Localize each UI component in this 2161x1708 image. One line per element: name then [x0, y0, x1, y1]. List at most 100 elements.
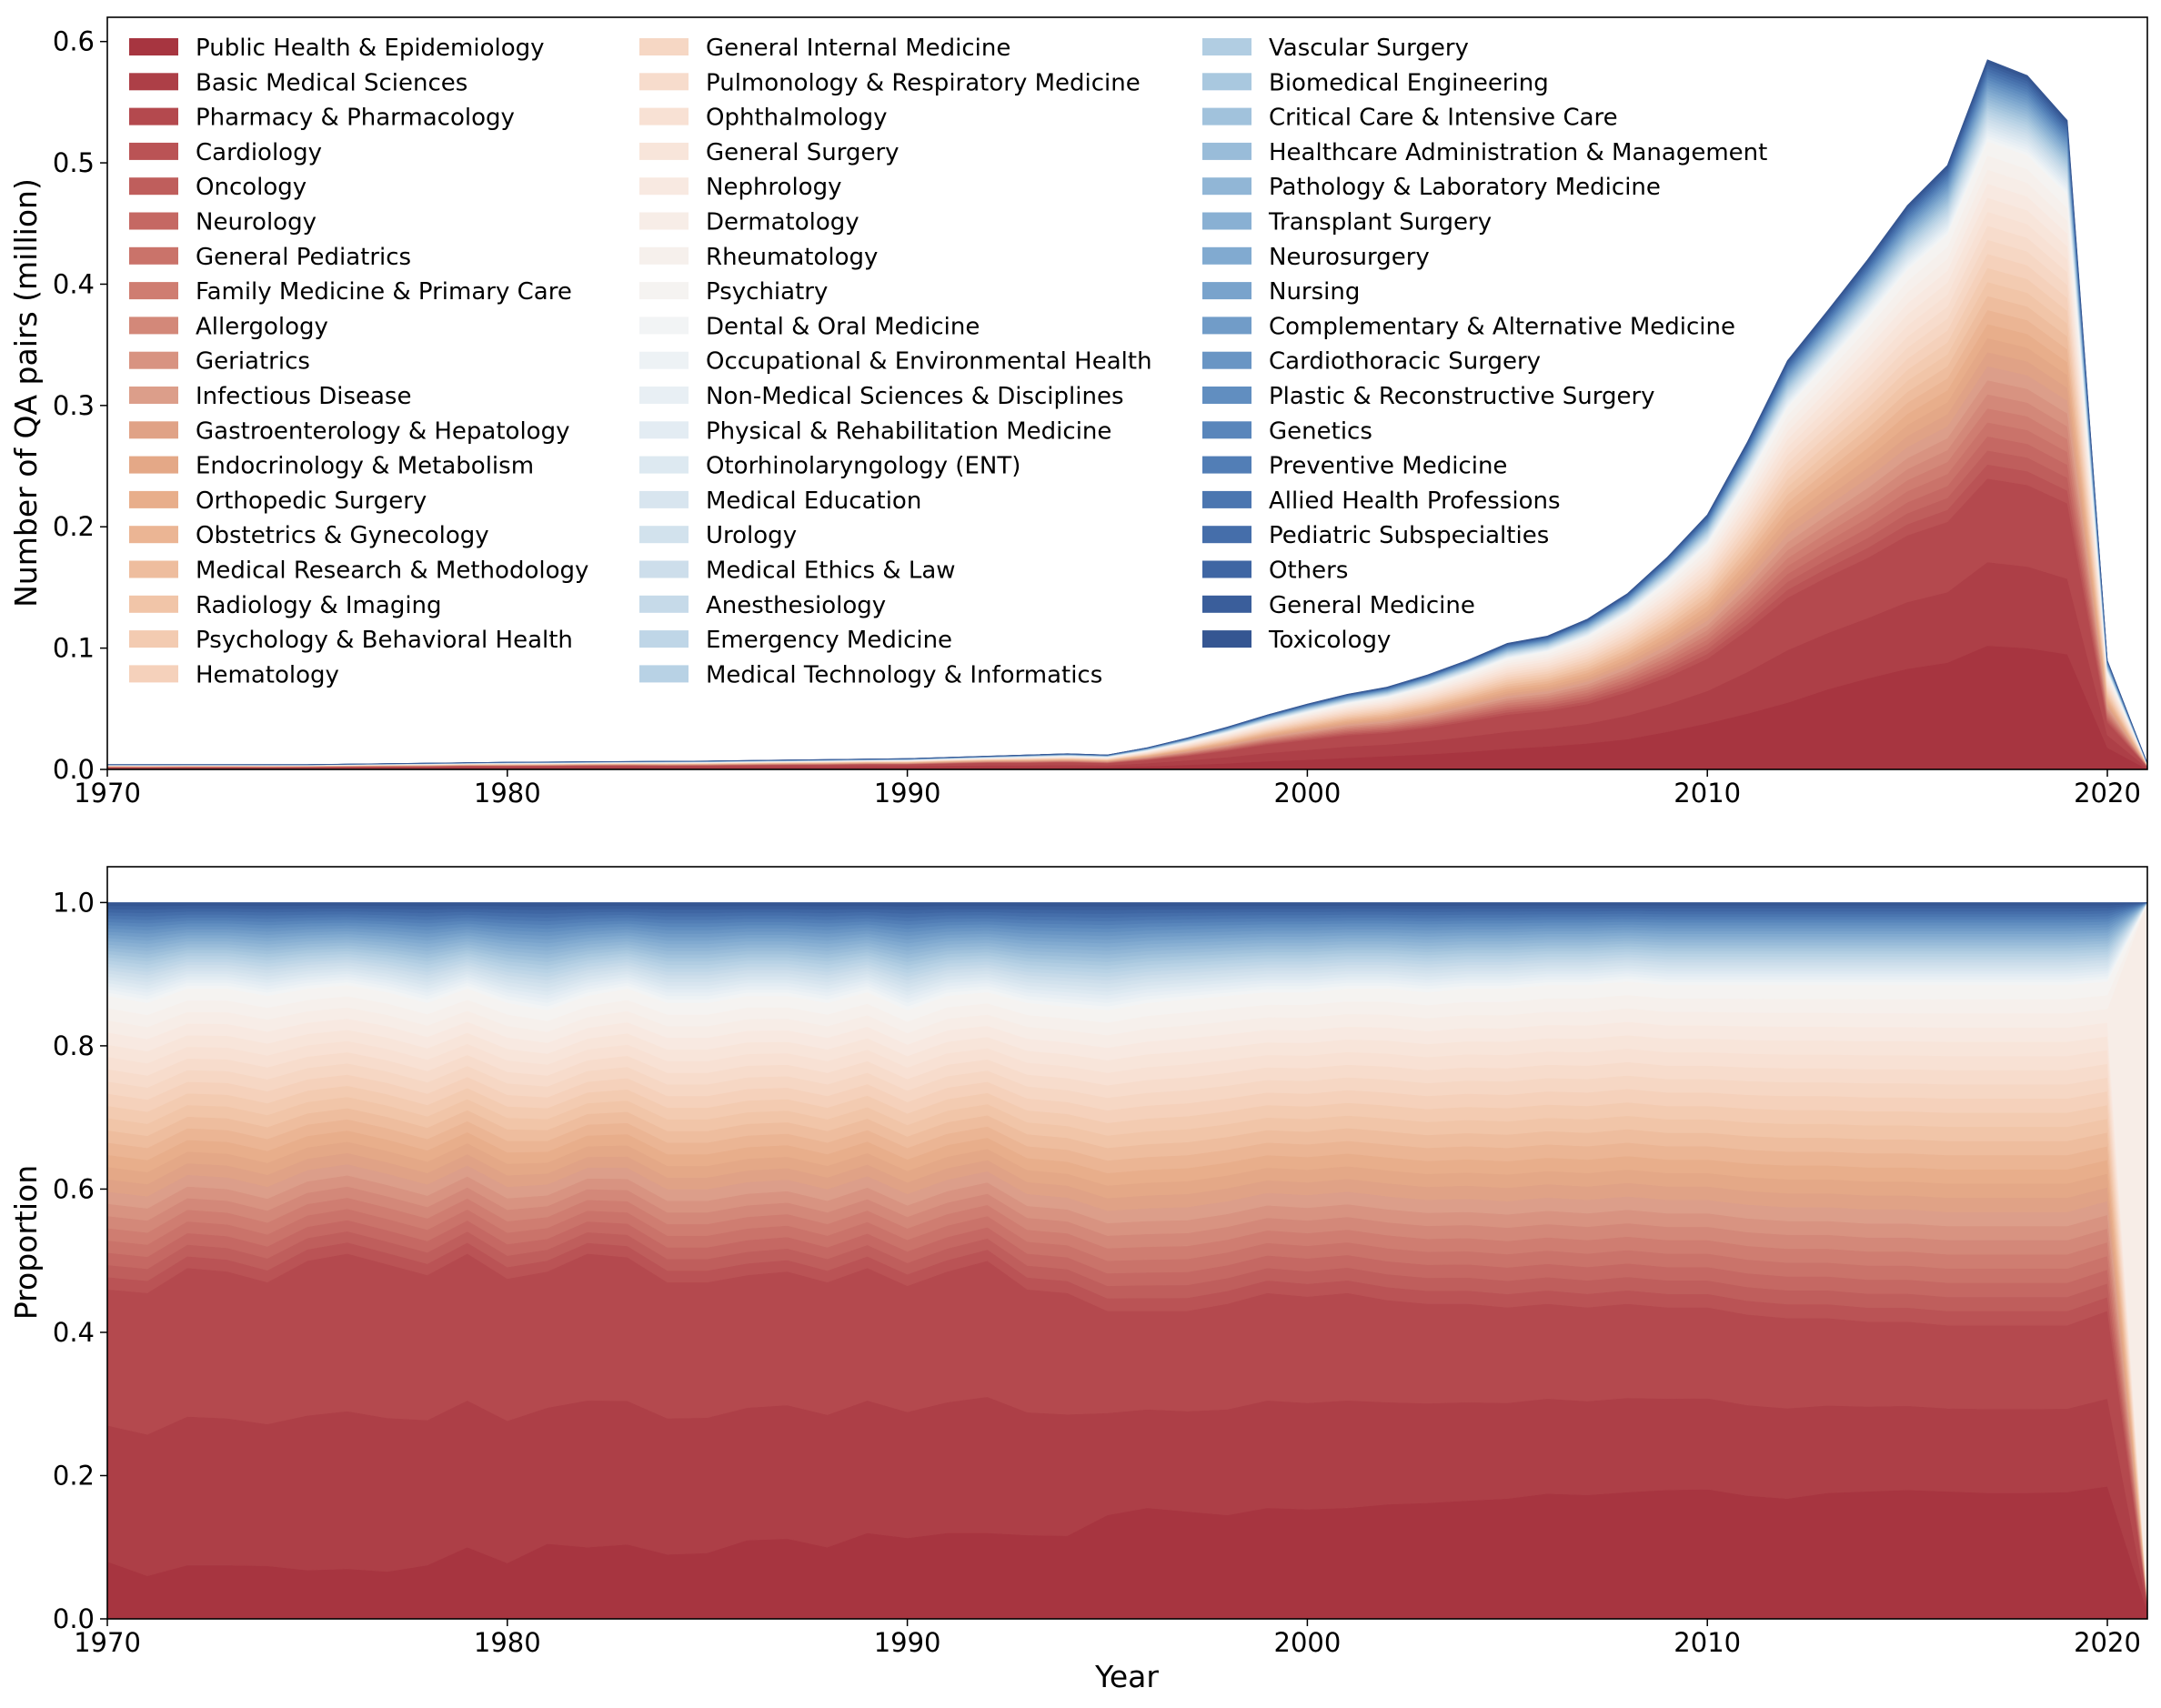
bottom-x-tick-label-2020: 2020 — [2074, 1627, 2141, 1658]
legend-swatch-psychology-behavioral-health — [129, 630, 178, 648]
legend-label-toxicology: Toxicology — [1268, 627, 1391, 654]
legend-swatch-orthopedic-surgery — [129, 490, 178, 508]
top-y-axis-label: Number of QA pairs (million) — [8, 178, 44, 608]
legend-swatch-urology — [639, 526, 689, 544]
top-chart-absolute-counts: 1970 1980 1990 2000 2010 2020 0.0 0.1 0.2 0.3 0.4… — [8, 16, 2148, 809]
legend-label-neurosurgery: Neurosurgery — [1269, 244, 1430, 271]
legend-swatch-radiology-imaging — [129, 595, 178, 613]
legend-label-general-internal-medicine: General Internal Medicine — [706, 35, 1010, 62]
legend-label-orthopedic-surgery: Orthopedic Surgery — [196, 487, 427, 515]
legend-label-critical-care-intensive-care: Critical Care & Intensive Care — [1269, 105, 1618, 132]
legend-label-rheumatology: Rheumatology — [706, 244, 878, 271]
legend-swatch-allergology — [129, 316, 178, 335]
legend-label-cardiothoracic-surgery: Cardiothoracic Surgery — [1269, 348, 1541, 376]
legend-swatch-occupational-environmental-health — [639, 351, 689, 369]
legend-label-others: Others — [1269, 558, 1348, 585]
legend-label-plastic-reconstructive-surgery: Plastic & Reconstructive Surgery — [1269, 383, 1655, 410]
top-x-tick-label-1990: 1990 — [874, 778, 941, 809]
bottom-area-toxicology — [106, 902, 2148, 907]
legend-swatch-general-medicine — [1202, 595, 1251, 613]
top-x-tick-label-2020: 2020 — [2074, 778, 2141, 809]
legend-swatch-preventive-medicine — [1202, 456, 1251, 474]
legend-label-public-health-epidemiology: Public Health & Epidemiology — [196, 35, 545, 62]
top-y-tick-label-0.4: 0.4 — [53, 268, 95, 299]
legend: Public Health & Epidemiology Basic Medica… — [129, 35, 1767, 688]
legend-label-dermatology: Dermatology — [706, 209, 859, 236]
legend-label-endocrinology-metabolism: Endocrinology & Metabolism — [196, 453, 534, 480]
legend-label-psychology-behavioral-health: Psychology & Behavioral Health — [196, 627, 573, 654]
bottom-chart-proportions: 1970 1980 1990 2000 2010 2020 0.0 0.2 0.4 0.6 0.8… — [8, 866, 2148, 1694]
legend-label-dental-oral-medicine: Dental & Oral Medicine — [706, 313, 980, 340]
legend-swatch-psychiatry — [639, 282, 689, 300]
legend-swatch-toxicology — [1202, 630, 1251, 648]
legend-swatch-medical-ethics-law — [639, 560, 689, 578]
legend-swatch-anesthesiology — [639, 595, 689, 613]
legend-swatch-pathology-laboratory-medicine — [1202, 177, 1251, 196]
top-y-tick-label-0.5: 0.5 — [53, 147, 95, 178]
legend-swatch-ophthalmology — [639, 107, 689, 126]
legend-swatch-complementary-alternative-medicine — [1202, 316, 1251, 335]
legend-swatch-infectious-disease — [129, 387, 178, 404]
top-y-ticks: 0.0 0.1 0.2 0.3 0.4 0.5 0.6 — [53, 26, 107, 785]
legend-swatch-medical-research-methodology — [129, 560, 178, 578]
bottom-axes-frame — [106, 866, 2148, 1620]
legend-label-otorhinolaryngology-ent: Otorhinolaryngology (ENT) — [706, 453, 1020, 480]
legend-label-gastroenterology-hepatology: Gastroenterology & Hepatology — [196, 417, 569, 445]
legend-swatch-dermatology — [639, 212, 689, 230]
legend-label-transplant-surgery: Transplant Surgery — [1268, 209, 1492, 236]
legend-swatch-general-surgery — [639, 142, 689, 160]
legend-swatch-rheumatology — [639, 246, 689, 265]
legend-label-vascular-surgery: Vascular Surgery — [1269, 35, 1469, 62]
legend-label-general-surgery: General Surgery — [706, 139, 900, 166]
legend-label-urology: Urology — [706, 522, 797, 549]
legend-label-pulmonology-respiratory-medicine: Pulmonology & Respiratory Medicine — [706, 69, 1141, 96]
legend-label-general-medicine: General Medicine — [1269, 592, 1475, 619]
legend-swatch-family-medicine-primary-care — [129, 282, 178, 300]
legend-label-pharmacy-pharmacology: Pharmacy & Pharmacology — [196, 105, 515, 132]
legend-label-medical-ethics-law: Medical Ethics & Law — [706, 558, 956, 585]
legend-swatch-basic-medical-sciences — [129, 73, 178, 91]
legend-swatch-biomedical-engineering — [1202, 73, 1251, 91]
legend-label-ophthalmology: Ophthalmology — [706, 105, 888, 132]
legend-label-occupational-environmental-health: Occupational & Environmental Health — [706, 348, 1152, 376]
legend-label-hematology: Hematology — [196, 661, 339, 688]
legend-swatch-healthcare-administration-management — [1202, 142, 1251, 160]
legend-label-nephrology: Nephrology — [706, 174, 841, 201]
legend-label-geriatrics: Geriatrics — [196, 348, 310, 376]
top-y-tick-label-0.0: 0.0 — [53, 754, 95, 785]
legend-label-family-medicine-primary-care: Family Medicine & Primary Care — [196, 278, 572, 306]
bottom-x-axis-label: Year — [1094, 1659, 1159, 1694]
legend-label-basic-medical-sciences: Basic Medical Sciences — [196, 69, 467, 96]
top-x-tick-label-2000: 2000 — [1274, 778, 1342, 809]
legend-label-nursing: Nursing — [1269, 278, 1360, 306]
legend-swatch-emergency-medicine — [639, 630, 689, 648]
legend-label-neurology: Neurology — [196, 209, 317, 236]
legend-label-radiology-imaging: Radiology & Imaging — [196, 592, 442, 619]
top-axes-frame — [106, 16, 2148, 770]
legend-swatch-general-pediatrics — [129, 246, 178, 265]
bottom-x-tick-label-1970: 1970 — [74, 1627, 141, 1658]
legend-swatch-medical-education — [639, 490, 689, 508]
legend-swatch-geriatrics — [129, 351, 178, 369]
legend-swatch-non-medical-sciences-disciplines — [639, 387, 689, 404]
legend-label-infectious-disease: Infectious Disease — [196, 383, 411, 410]
top-y-tick-label-0.1: 0.1 — [53, 633, 95, 664]
bottom-y-tick-label-1.0: 1.0 — [53, 887, 95, 918]
legend-swatch-vascular-surgery — [1202, 38, 1251, 55]
legend-swatch-hematology — [129, 665, 178, 683]
bottom-x-ticks: 1970 1980 1990 2000 2010 2020 — [74, 1619, 2141, 1658]
bottom-y-tick-label-0.0: 0.0 — [53, 1603, 95, 1634]
legend-swatch-general-internal-medicine — [639, 38, 689, 55]
legend-swatch-plastic-reconstructive-surgery — [1202, 387, 1251, 404]
legend-label-cardiology: Cardiology — [196, 139, 322, 166]
legend-swatch-cardiothoracic-surgery — [1202, 351, 1251, 369]
legend-swatch-neurology — [129, 212, 178, 230]
legend-swatch-allied-health-professions — [1202, 490, 1251, 508]
legend-label-physical-rehabilitation-medicine: Physical & Rehabilitation Medicine — [706, 417, 1111, 445]
legend-label-healthcare-administration-management: Healthcare Administration & Management — [1269, 139, 1767, 166]
top-stacked-areas — [106, 59, 2148, 770]
bottom-y-tick-label-0.8: 0.8 — [53, 1030, 95, 1061]
bottom-x-tick-label-2000: 2000 — [1274, 1627, 1342, 1658]
bottom-y-ticks: 0.0 0.2 0.4 0.6 0.8 1.0 — [53, 887, 107, 1634]
legend-label-pediatric-subspecialties: Pediatric Subspecialties — [1269, 522, 1549, 549]
